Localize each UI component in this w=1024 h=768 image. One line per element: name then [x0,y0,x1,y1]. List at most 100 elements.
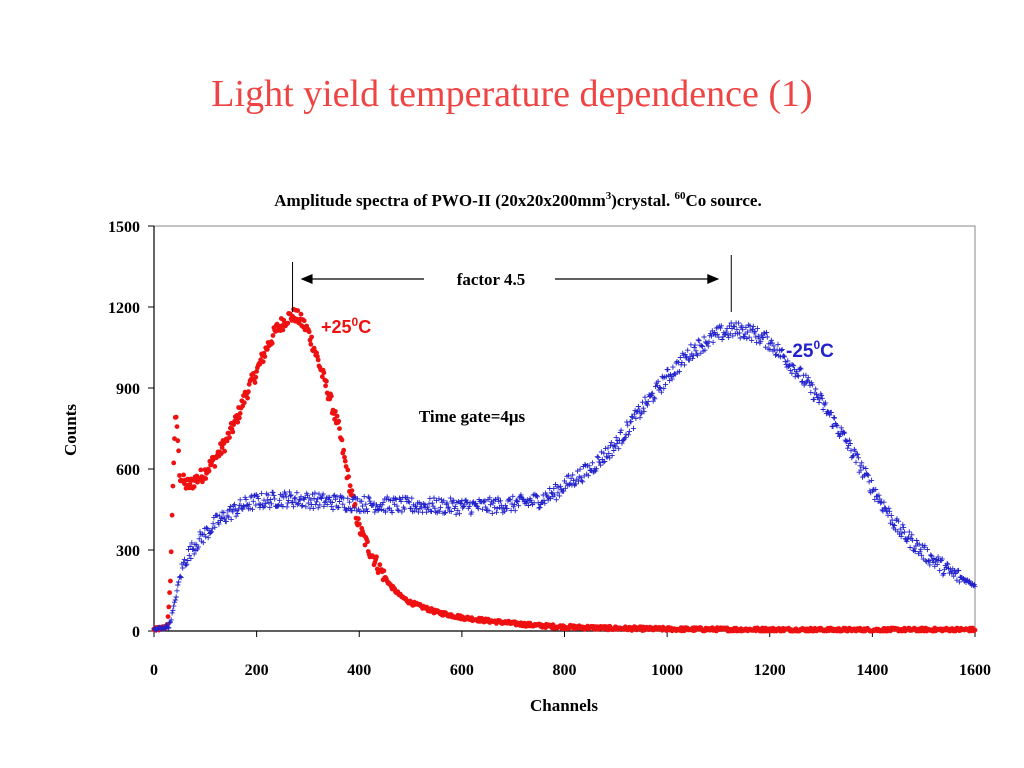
data-point-minus25c [511,504,517,510]
data-point-plus25c [308,341,314,347]
data-point-minus25c [854,451,860,457]
data-point-minus25c [552,492,558,498]
data-point-minus25c [648,391,655,397]
data-point-minus25c [956,567,962,574]
data-point-minus25c [722,331,728,337]
data-point-plus25c [226,430,232,436]
data-point-minus25c [670,364,676,370]
data-point-minus25c [679,360,685,366]
data-point-minus25c [876,492,882,498]
data-point-minus25c [714,331,720,337]
data-point-minus25c [330,506,336,513]
data-point-plus25c [173,414,179,420]
data-point-minus25c [336,498,343,505]
data-point-minus25c [663,374,669,380]
data-point-minus25c [542,500,548,506]
data-point-minus25c [813,392,820,398]
data-point-minus25c [566,481,572,488]
data-point-minus25c [216,521,222,527]
data-point-minus25c [253,502,259,508]
data-point-plus25c [171,460,177,466]
data-point-minus25c [730,333,736,339]
data-point-minus25c [231,501,238,507]
data-point-minus25c [444,500,450,506]
data-point-minus25c [359,498,365,504]
data-point-minus25c [699,343,705,350]
data-point-minus25c [408,506,414,512]
data-point-plus25c [337,426,342,431]
data-point-minus25c [705,343,711,349]
data-point-minus25c [507,497,513,503]
data-point-minus25c [451,497,457,503]
data-point-minus25c [165,624,171,630]
data-point-minus25c [243,497,249,503]
data-point-plus25c [349,488,355,493]
data-point-minus25c [791,363,797,369]
y-tick-label: 300 [116,543,140,560]
data-point-minus25c [619,440,625,446]
data-point-minus25c [509,501,515,507]
data-point-minus25c [897,526,903,532]
data-point-plus25c [321,370,327,376]
data-point-minus25c [359,503,366,509]
data-point-minus25c [891,522,898,529]
data-point-minus25c [208,529,214,536]
data-point-minus25c [442,509,449,515]
data-point-plus25c [356,516,361,522]
data-point-minus25c [616,446,622,452]
data-point-minus25c [237,497,243,503]
data-point-minus25c [382,509,389,515]
data-point-minus25c [625,432,632,438]
data-point-minus25c [898,534,904,540]
data-point-minus25c [283,494,289,500]
data-point-minus25c [265,492,271,498]
data-point-minus25c [492,505,498,511]
data-point-minus25c [331,493,337,499]
data-point-minus25c [972,583,978,589]
x-tick-label: 1400 [856,662,888,679]
data-point-minus25c [677,354,683,361]
data-point-minus25c [642,394,648,400]
data-point-minus25c [364,506,370,512]
data-point-minus25c [286,497,292,503]
data-point-minus25c [379,502,385,508]
y-tick-label: 900 [116,381,140,398]
data-point-minus25c [302,494,308,500]
data-point-minus25c [285,500,291,506]
data-point-minus25c [378,506,384,513]
data-point-minus25c [808,389,814,395]
data-point-plus25c [222,448,228,454]
data-point-minus25c [481,499,487,505]
data-point-minus25c [294,490,300,496]
data-point-minus25c [922,543,928,549]
data-point-plus25c [342,458,348,464]
data-point-minus25c [937,568,943,574]
data-point-minus25c [611,447,617,454]
data-point-minus25c [746,334,752,340]
data-point-minus25c [246,501,252,507]
data-point-minus25c [222,516,228,522]
data-point-plus25c [191,484,197,490]
data-point-minus25c [170,607,176,613]
data-point-minus25c [324,502,330,508]
data-point-plus25c [381,568,387,574]
data-point-minus25c [514,498,520,504]
data-point-minus25c [187,543,193,550]
data-point-minus25c [639,410,645,416]
data-point-minus25c [308,497,314,503]
data-point-minus25c [617,429,623,436]
data-point-plus25c [212,464,218,469]
data-point-minus25c [438,497,444,503]
data-point-minus25c [287,493,293,499]
data-point-minus25c [767,346,773,353]
data-point-minus25c [850,453,857,459]
data-point-minus25c [644,402,650,408]
data-point-plus25c [206,468,212,474]
data-point-minus25c [633,415,639,421]
data-point-minus25c [458,501,464,507]
data-point-minus25c [710,339,716,345]
data-point-minus25c [622,435,628,441]
data-point-minus25c [345,495,351,501]
data-point-minus25c [764,334,770,340]
data-point-minus25c [223,519,229,525]
